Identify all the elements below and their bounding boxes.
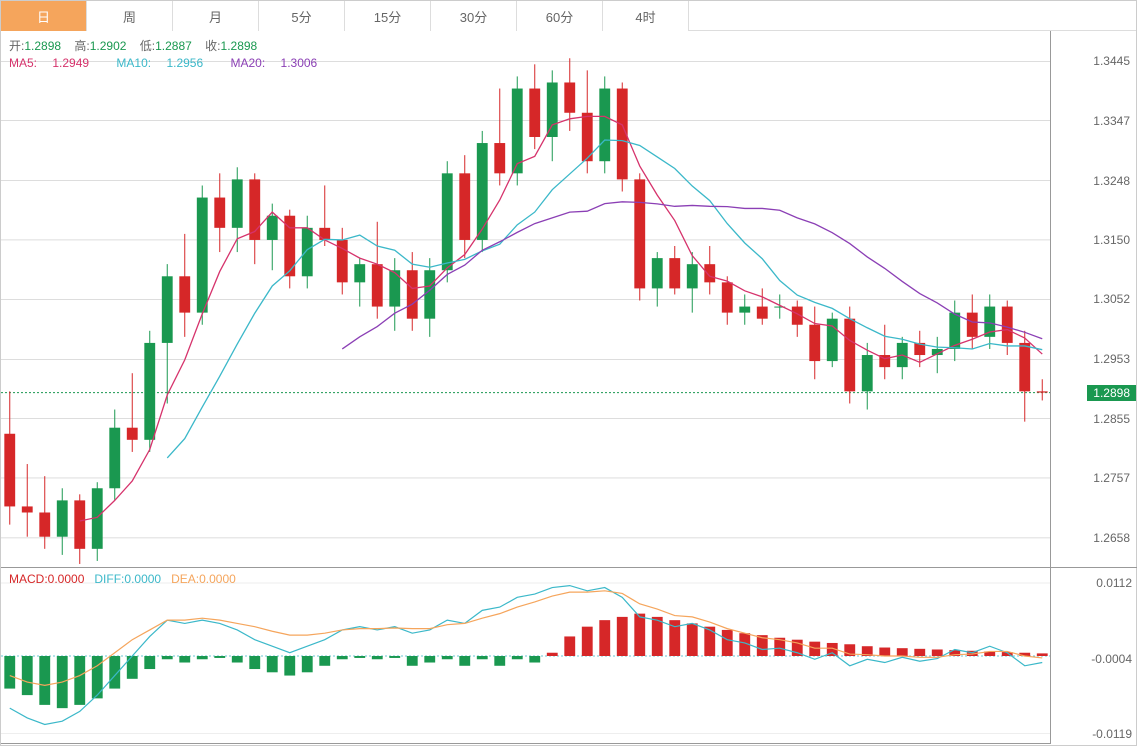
high-value: 1.2902 [90,39,127,53]
tab-4时[interactable]: 4时 [603,1,689,31]
tab-月[interactable]: 月 [173,1,259,31]
macd-labels: MACD:0.0000 DIFF:0.0000 DEA:0.0000 [9,572,236,586]
ma5-label: MA5: 1.2949 [9,56,101,70]
price-tick: 1.2757 [1093,471,1130,485]
macd-tick: -0.0004 [1091,652,1132,666]
price-tick: 1.2953 [1093,352,1130,366]
macd-tag: MACD:0.0000 [9,572,84,586]
chart-container: 日周月5分15分30分60分4时 开:1.2898 高:1.2902 低:1.2… [0,0,1137,746]
price-tick: 1.3150 [1093,233,1130,247]
tab-日[interactable]: 日 [1,1,87,31]
high-label: 高: [74,39,89,53]
macd-tick: 0.0112 [1096,576,1132,590]
low-label: 低: [140,39,155,53]
open-label: 开: [9,39,24,53]
price-tick: 1.3052 [1093,292,1130,306]
tab-周[interactable]: 周 [87,1,173,31]
tab-60分[interactable]: 60分 [517,1,603,31]
low-value: 1.2887 [155,39,192,53]
price-tick: 1.2855 [1093,412,1130,426]
price-tick: 1.2658 [1093,531,1130,545]
close-value: 1.2898 [221,39,258,53]
timeframe-tabs: 日周月5分15分30分60分4时 [1,1,1136,31]
dea-tag: DEA:0.0000 [171,572,236,586]
ohlc-row: 开:1.2898 高:1.2902 低:1.2887 收:1.2898 [9,37,341,54]
macd-tick: -0.0119 [1092,727,1132,741]
ma10-label: MA10: 1.2956 [116,56,215,70]
current-price-tag: 1.2898 [1087,385,1136,401]
candlestick-chart[interactable] [1,31,1137,567]
info-bar: 开:1.2898 高:1.2902 低:1.2887 收:1.2898 MA5:… [9,37,341,70]
tab-5分[interactable]: 5分 [259,1,345,31]
open-value: 1.2898 [24,39,61,53]
macd-panel[interactable]: MACD:0.0000 DIFF:0.0000 DEA:0.0000 0.011… [1,567,1137,743]
tab-15分[interactable]: 15分 [345,1,431,31]
ma-row: MA5: 1.2949 MA10: 1.2956 MA20: 1.3006 [9,56,341,70]
ma20-label: MA20: 1.3006 [230,56,329,70]
price-tick: 1.3248 [1093,174,1130,188]
price-tick: 1.3445 [1093,54,1130,68]
price-axis: 1.3445 1.3347 1.3248 1.3150 1.3052 1.2953 1.28… [1056,31,1136,567]
macd-axis: 0.0112 -0.0004 -0.0119 [1058,568,1137,744]
diff-tag: DIFF:0.0000 [94,572,161,586]
tab-30分[interactable]: 30分 [431,1,517,31]
close-label: 收: [205,39,220,53]
price-tick: 1.3347 [1093,114,1130,128]
